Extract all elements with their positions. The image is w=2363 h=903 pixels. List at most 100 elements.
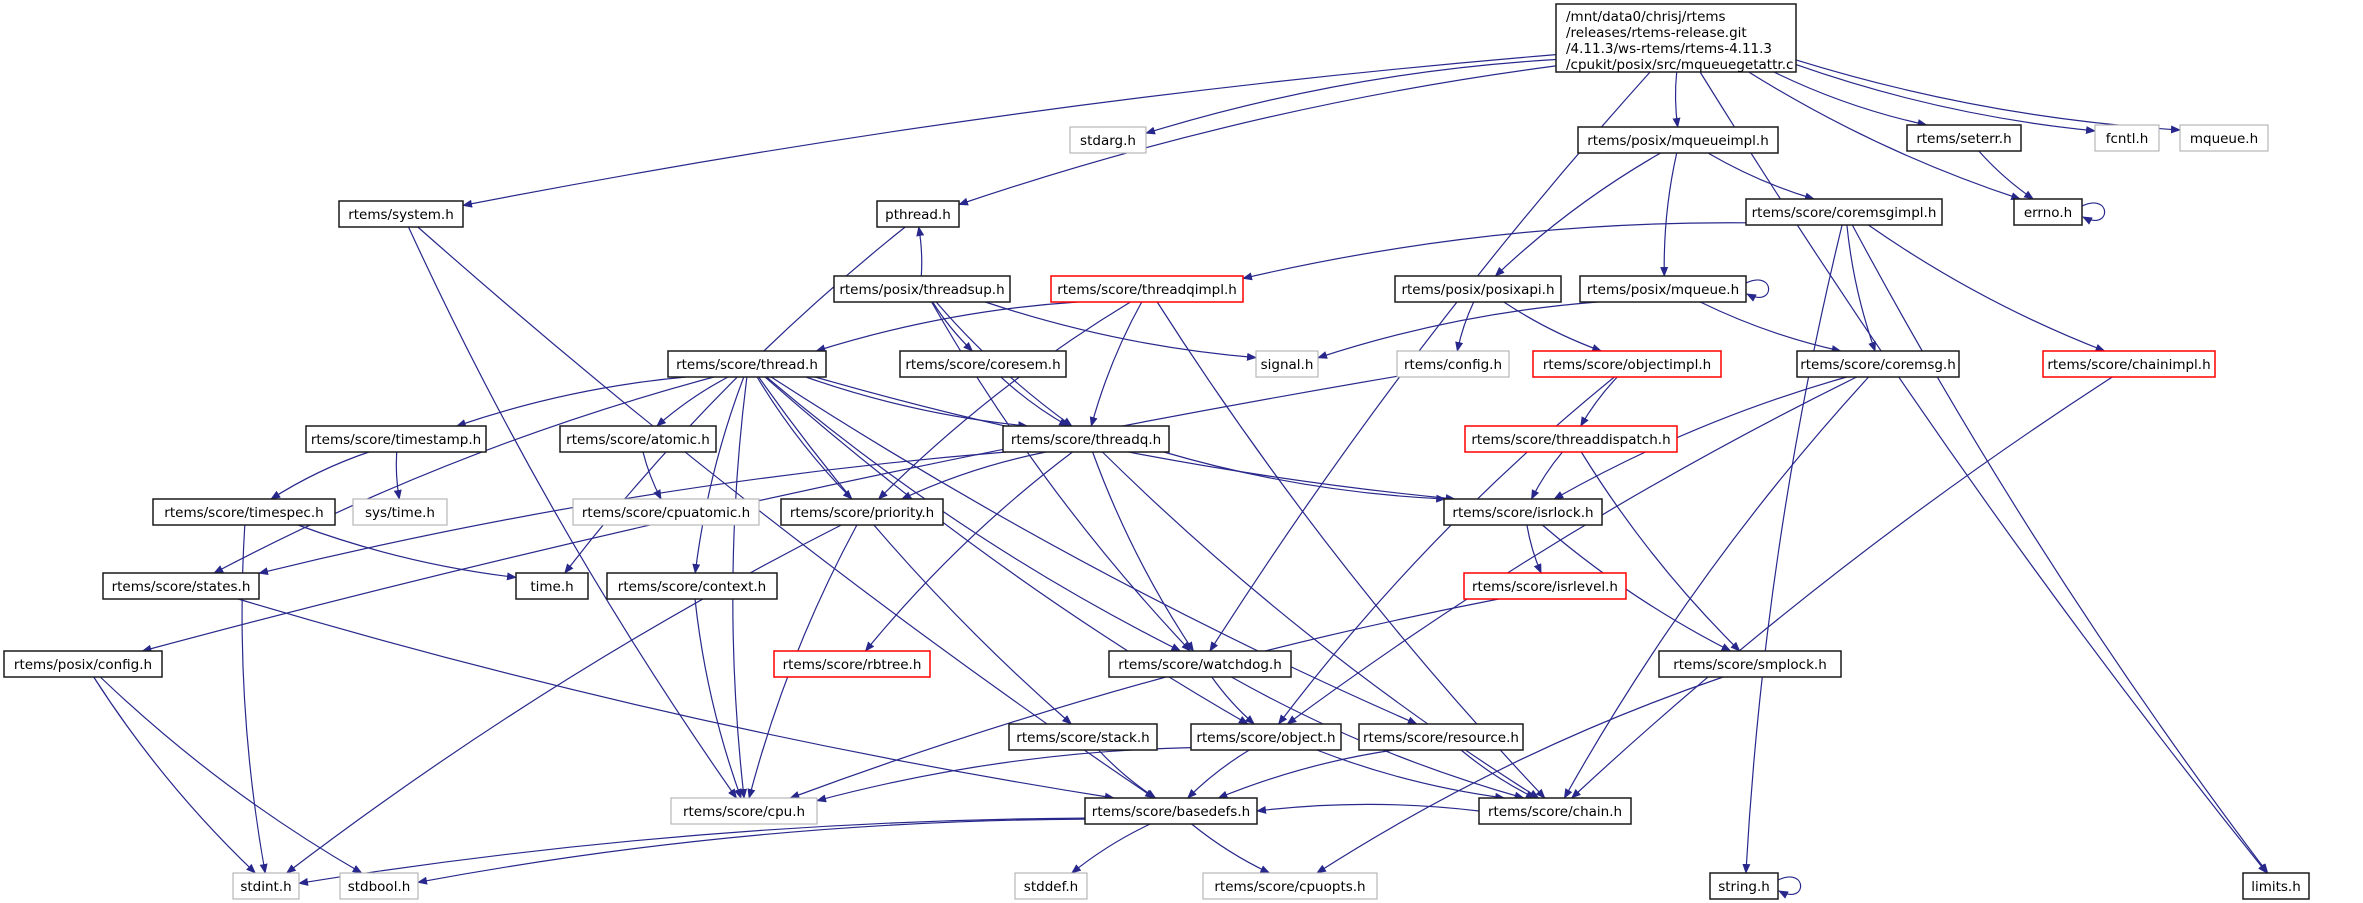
graph-node-box bbox=[1658, 650, 1842, 678]
graph-node-posix_config[interactable]: rtems/posix/config.h bbox=[3, 650, 163, 678]
graph-node-box bbox=[876, 200, 960, 228]
include-edge-root-limits_h bbox=[1699, 71, 2268, 874]
graph-node-box bbox=[1190, 723, 1342, 751]
include-edge-posixapi-rtems_config bbox=[1455, 301, 1475, 352]
graph-node-mqueue_h: mqueue.h bbox=[2179, 124, 2269, 152]
graph-node-box bbox=[670, 797, 818, 825]
graph-node-label: rtems/score/coresem.h bbox=[905, 357, 1060, 373]
graph-node-chain[interactable]: rtems/score/chain.h bbox=[1478, 797, 1632, 825]
graph-node-objectimpl[interactable]: rtems/score/objectimpl.h bbox=[1532, 350, 1722, 378]
graph-node-basedefs[interactable]: rtems/score/basedefs.h bbox=[1084, 797, 1258, 825]
graph-node-cpuatomic: rtems/score/cpuatomic.h bbox=[572, 498, 760, 526]
graph-node-label: rtems/score/isrlock.h bbox=[1452, 505, 1593, 521]
graph-node-root[interactable]: /mnt/data0/chrisj/rtems/releases/rtems-r… bbox=[1555, 3, 1797, 73]
graph-node-timestamp[interactable]: rtems/score/timestamp.h bbox=[305, 425, 487, 453]
graph-node-box bbox=[1478, 797, 1632, 825]
graph-node-box bbox=[773, 650, 931, 678]
graph-node-timespec[interactable]: rtems/score/timespec.h bbox=[152, 498, 336, 526]
graph-node-atomic[interactable]: rtems/score/atomic.h bbox=[559, 425, 717, 453]
graph-node-posixapi[interactable]: rtems/posix/posixapi.h bbox=[1394, 275, 1562, 303]
include-edge-seterr-errno bbox=[1978, 150, 2035, 200]
include-edge-thread-stack bbox=[758, 376, 1073, 725]
include-edge-string_h-string_h bbox=[1777, 876, 1802, 899]
graph-node-smplock[interactable]: rtems/score/smplock.h bbox=[1658, 650, 1842, 678]
include-edge-states-basedefs bbox=[238, 598, 1115, 801]
graph-node-label: rtems/score/stack.h bbox=[1016, 730, 1149, 746]
graph-node-coremsgimpl[interactable]: rtems/score/coremsgimpl.h bbox=[1745, 198, 1943, 226]
include-edge-resource-chain bbox=[1460, 749, 1536, 799]
graph-node-string_h[interactable]: string.h bbox=[1709, 872, 1779, 900]
graph-node-label: stdbool.h bbox=[348, 879, 411, 895]
graph-node-box bbox=[1084, 797, 1258, 825]
graph-node-threadqimpl[interactable]: rtems/score/threadqimpl.h bbox=[1050, 275, 1244, 303]
graph-node-label: rtems/score/smplock.h bbox=[1673, 657, 1827, 673]
include-edge-context-cpu bbox=[694, 598, 742, 799]
include-edge-posix_mqueue-coremsg bbox=[1700, 301, 1842, 353]
graph-node-isrlevel[interactable]: rtems/score/isrlevel.h bbox=[1463, 572, 1627, 600]
graph-node-coremsg[interactable]: rtems/score/coremsg.h bbox=[1796, 350, 1960, 378]
graph-node-label: pthread.h bbox=[885, 207, 951, 223]
include-edge-threaddispatch-smplock bbox=[1580, 451, 1741, 652]
include-edge-timestamp-timespec bbox=[270, 451, 370, 500]
graph-node-threaddispatch[interactable]: rtems/score/threaddispatch.h bbox=[1464, 425, 1678, 453]
graph-node-watchdog[interactable]: rtems/score/watchdog.h bbox=[1108, 650, 1292, 678]
graph-node-label: rtems/score/atomic.h bbox=[566, 432, 710, 448]
graph-node-errno[interactable]: errno.h bbox=[2013, 198, 2083, 226]
graph-node-cpuopts: rtems/score/cpuopts.h bbox=[1202, 872, 1378, 900]
include-edge-atomic-cpuatomic bbox=[642, 451, 662, 500]
graph-node-box bbox=[338, 200, 464, 228]
graph-node-chainimpl[interactable]: rtems/score/chainimpl.h bbox=[2042, 350, 2216, 378]
graph-node-time_h[interactable]: time.h bbox=[515, 572, 589, 600]
graph-node-label: rtems/system.h bbox=[348, 207, 454, 223]
graph-node-label: rtems/score/coremsg.h bbox=[1800, 357, 1956, 373]
graph-node-system[interactable]: rtems/system.h bbox=[338, 200, 464, 228]
graph-node-label: rtems/score/cpuatomic.h bbox=[582, 505, 750, 521]
graph-node-label: fcntl.h bbox=[2106, 131, 2149, 147]
graph-node-label: rtems/score/object.h bbox=[1196, 730, 1335, 746]
graph-node-label: rtems/score/watchdog.h bbox=[1118, 657, 1282, 673]
graph-node-label: rtems/score/resource.h bbox=[1363, 730, 1519, 746]
include-edge-thread-atomic bbox=[656, 376, 729, 427]
graph-node-object[interactable]: rtems/score/object.h bbox=[1190, 723, 1342, 751]
graph-node-mqueueimpl[interactable]: rtems/posix/mqueueimpl.h bbox=[1577, 126, 1779, 154]
graph-node-thread[interactable]: rtems/score/thread.h bbox=[667, 350, 827, 378]
graph-node-rbtree[interactable]: rtems/score/rbtree.h bbox=[773, 650, 931, 678]
graph-node-stack[interactable]: rtems/score/stack.h bbox=[1008, 723, 1158, 751]
graph-node-label: rtems/score/coremsgimpl.h bbox=[1752, 205, 1937, 221]
graph-node-box bbox=[1555, 3, 1797, 73]
graph-node-box bbox=[559, 425, 717, 453]
graph-node-box bbox=[1255, 350, 1319, 378]
graph-node-posix_mqueue[interactable]: rtems/posix/mqueue.h bbox=[1579, 275, 1747, 303]
graph-node-label: rtems/config.h bbox=[1404, 357, 1502, 373]
include-edge-basedefs-stdbool bbox=[417, 818, 1086, 885]
include-edge-coremsgimpl-string_h bbox=[1742, 224, 1843, 874]
graph-node-label: rtems/score/cpu.h bbox=[683, 804, 805, 820]
include-edge-threadsup-pthread bbox=[916, 226, 925, 277]
include-edge-threadq-rbtree bbox=[864, 451, 1073, 652]
graph-node-seterr[interactable]: rtems/seterr.h bbox=[1906, 124, 2022, 152]
graph-node-label: stdarg.h bbox=[1080, 133, 1136, 149]
graph-node-threadq[interactable]: rtems/score/threadq.h bbox=[1002, 425, 1170, 453]
graph-node-label: rtems/score/threadqimpl.h bbox=[1057, 282, 1237, 298]
include-edge-root-errno bbox=[1748, 71, 2022, 200]
include-edge-thread-priority bbox=[756, 376, 853, 500]
include-edge-stack-basedefs bbox=[1098, 749, 1157, 799]
graph-node-limits_h[interactable]: limits.h bbox=[2242, 872, 2310, 900]
include-edge-thread-context bbox=[692, 376, 745, 574]
graph-node-label: limits.h bbox=[2251, 879, 2301, 895]
graph-node-box bbox=[2242, 872, 2310, 900]
graph-node-resource[interactable]: rtems/score/resource.h bbox=[1358, 723, 1524, 751]
include-edge-basedefs-stdint bbox=[298, 817, 1086, 886]
graph-node-states[interactable]: rtems/score/states.h bbox=[102, 572, 260, 600]
graph-node-threadsup[interactable]: rtems/posix/threadsup.h bbox=[833, 275, 1011, 303]
include-edge-coremsg-object bbox=[1286, 376, 1857, 725]
graph-node-priority[interactable]: rtems/score/priority.h bbox=[780, 498, 944, 526]
graph-node-box bbox=[2013, 198, 2083, 226]
graph-node-box bbox=[1002, 425, 1170, 453]
graph-node-isrlock[interactable]: rtems/score/isrlock.h bbox=[1443, 498, 1603, 526]
include-edge-basedefs-stddef bbox=[1071, 823, 1151, 874]
graph-node-pthread[interactable]: pthread.h bbox=[876, 200, 960, 228]
graph-node-context[interactable]: rtems/score/context.h bbox=[606, 572, 778, 600]
graph-node-coresem[interactable]: rtems/score/coresem.h bbox=[899, 350, 1067, 378]
include-edge-threadq-isrlock bbox=[1163, 451, 1447, 503]
